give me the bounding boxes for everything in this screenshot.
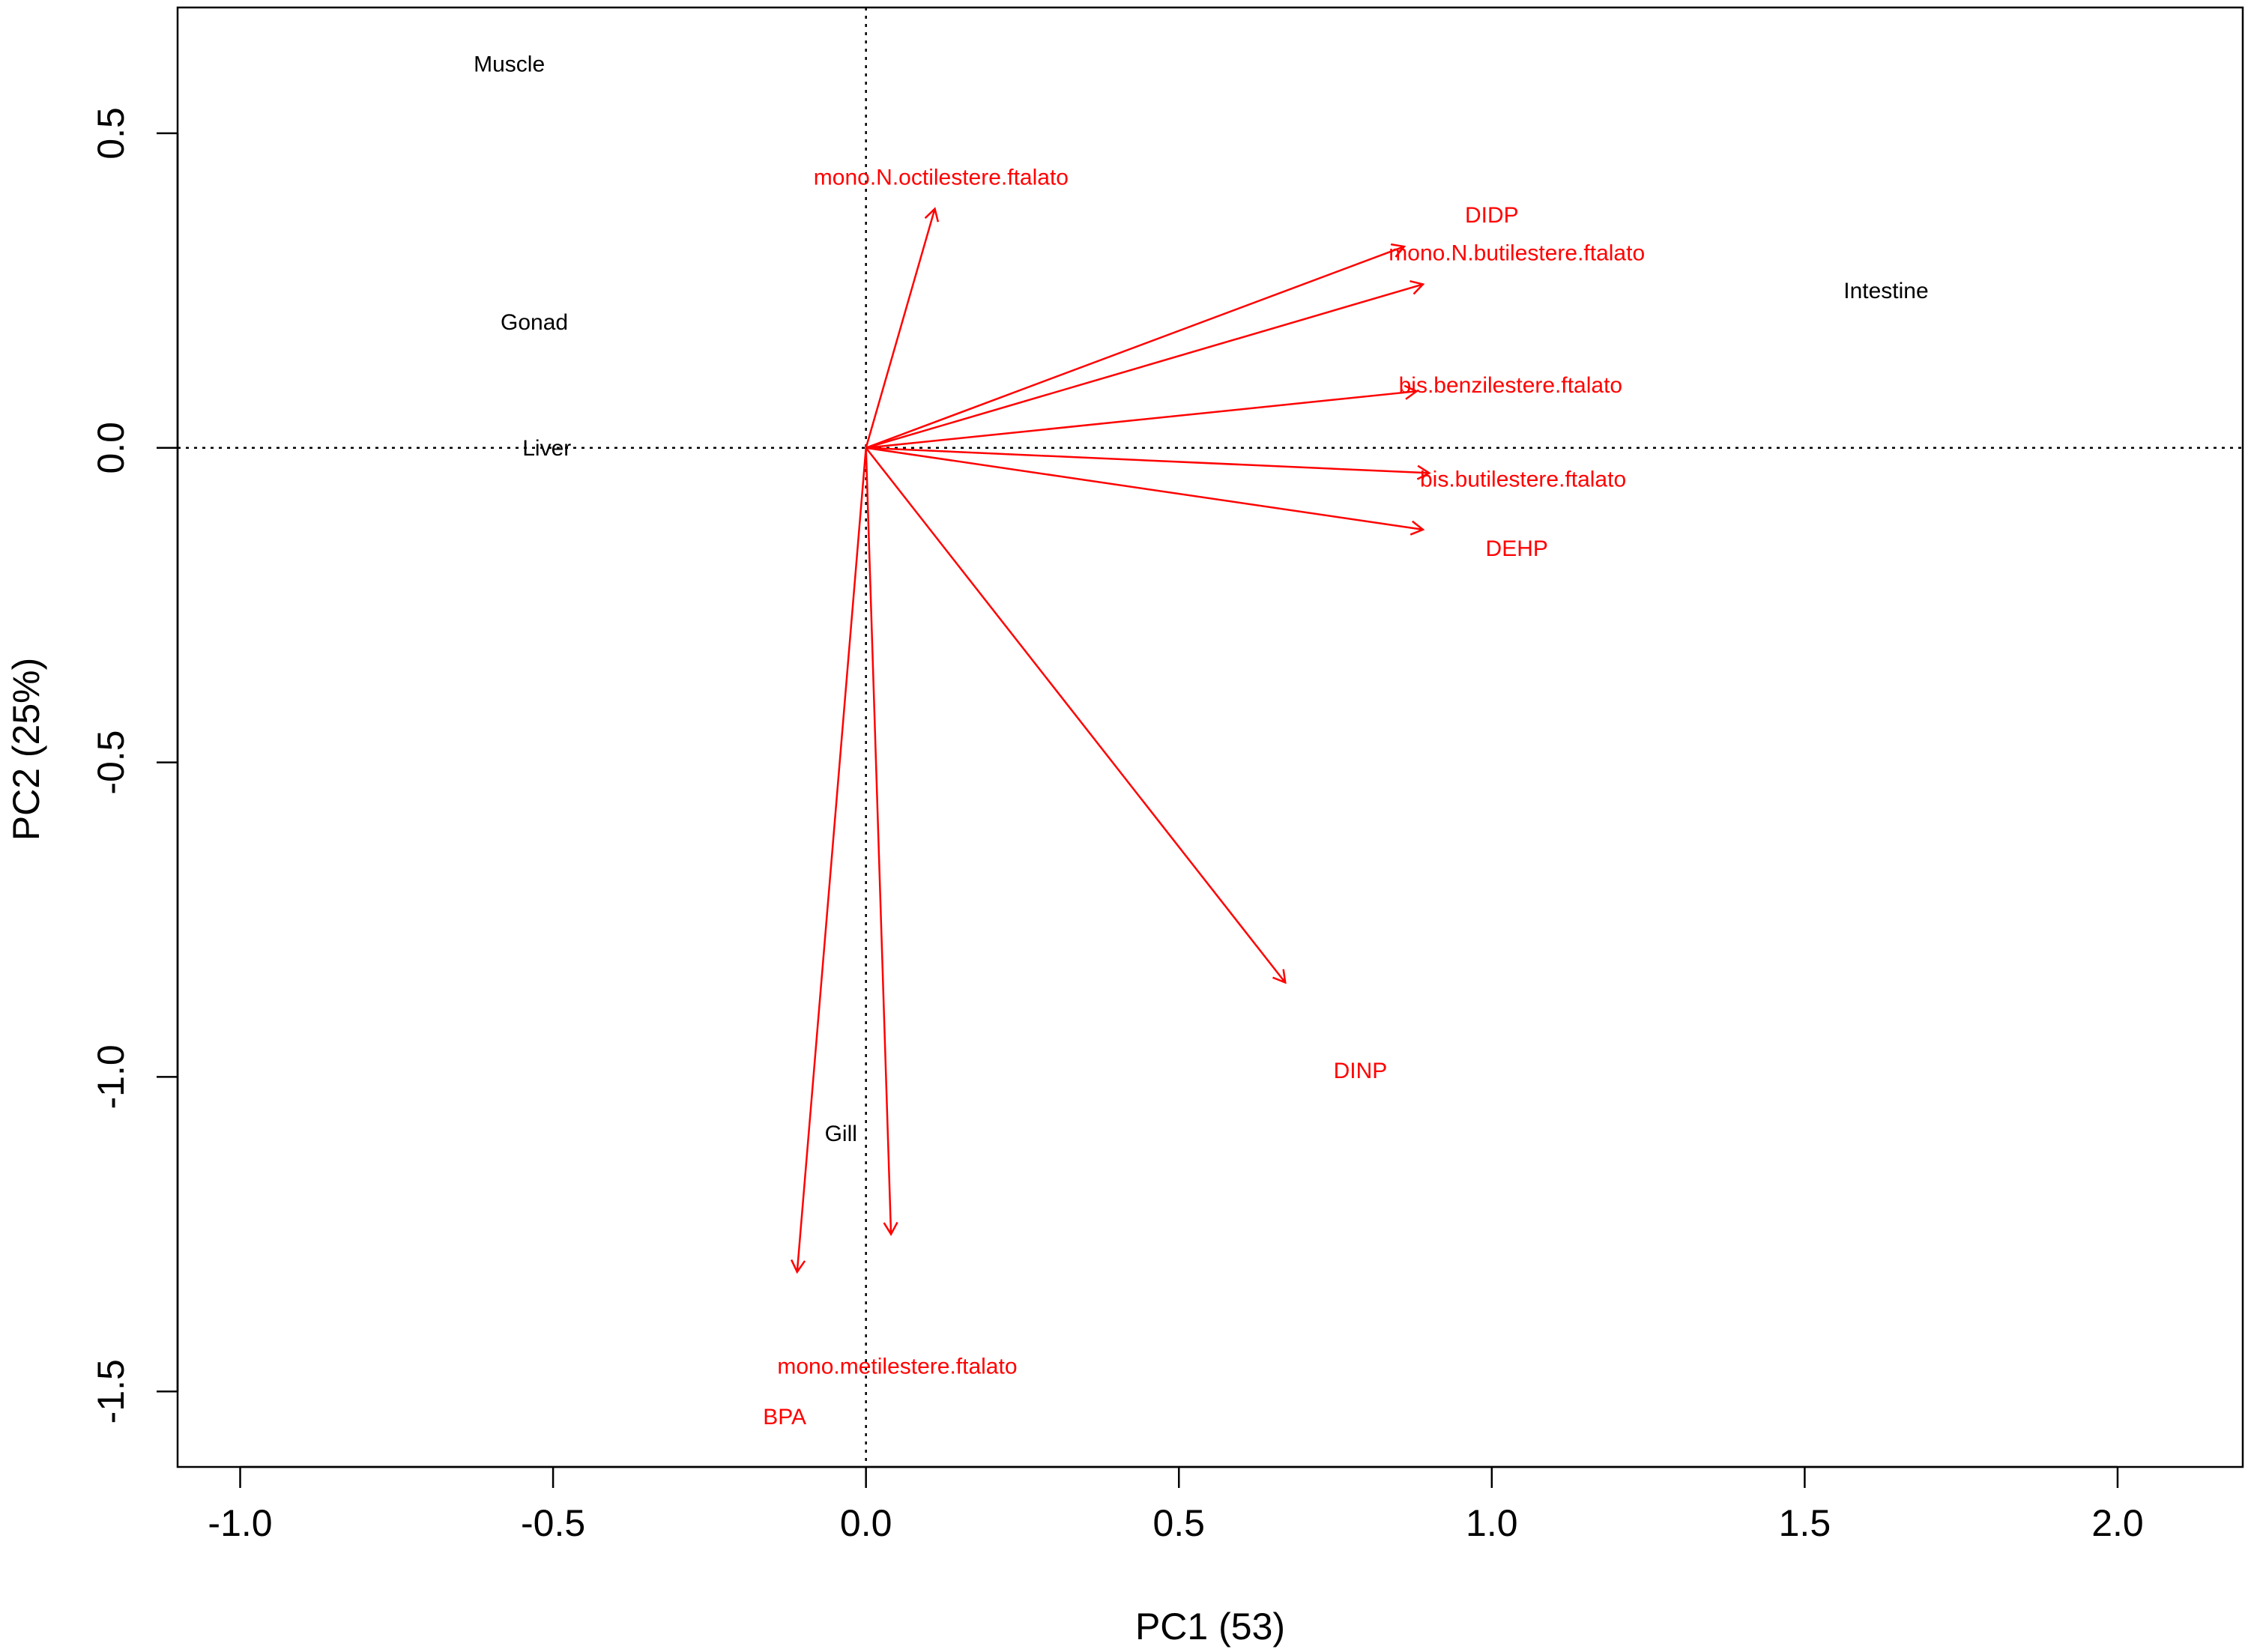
reference-lines [178, 7, 2243, 1467]
variable-label-dinp: DINP [1334, 1059, 1388, 1083]
sample-labels: Muscle Gonad Liver Intestine Gill [474, 52, 1929, 1146]
x-axis: -1.0 -0.5 0.0 0.5 1.0 1.5 2.0 [208, 1465, 2144, 1544]
sample-label-muscle: Muscle [474, 52, 545, 77]
x-axis-title: PC1 (53) [1135, 1606, 1285, 1648]
sample-label-liver: Liver [522, 436, 571, 461]
arrow-didp [865, 243, 1406, 449]
x-tick-label: 1.0 [1466, 1502, 1518, 1544]
variable-label-bpa: BPA [763, 1405, 806, 1429]
variable-label-bis-benzilestere-ftalato: bis.benzilestere.ftalato [1399, 373, 1623, 398]
sample-label-gonad: Gonad [501, 310, 568, 335]
y-tick-label: -1.5 [90, 1359, 132, 1423]
y-tick-label: -1.0 [90, 1044, 132, 1109]
y-axis: 0.5 0.0 -0.5 -1.0 -1.5 [90, 107, 179, 1423]
arrow-mono-metilestere-ftalato [865, 447, 898, 1236]
arrow-dehp [865, 447, 1425, 536]
y-axis-title: PC2 (25%) [5, 658, 47, 841]
variable-label-didp: DIDP [1465, 203, 1519, 228]
x-tick-label: 0.5 [1152, 1502, 1205, 1544]
sample-label-intestine: Intestine [1843, 279, 1928, 303]
y-tick-label: -0.5 [90, 730, 132, 795]
x-tick-label: 0.0 [840, 1502, 892, 1544]
variable-label-mono-metilestere-ftalato: mono.metilestere.ftalato [777, 1355, 1017, 1379]
arrow-dinp [865, 447, 1287, 984]
arrow-bis-benzilestere-ftalato [865, 384, 1419, 450]
arrow-bpa [790, 447, 867, 1274]
variable-label-dehp: DEHP [1486, 536, 1548, 561]
variable-arrows [790, 207, 1431, 1274]
arrow-bis-butilestere-ftalato [865, 447, 1431, 480]
variable-labels: mono.N.octilestere.ftalato DIDP mono.N.but… [763, 166, 1645, 1429]
x-tick-label: 1.5 [1779, 1502, 1831, 1544]
variable-label-bis-butilestere-ftalato: bis.butilestere.ftalato [1420, 468, 1626, 492]
variable-label-mono-n-butilestere-ftalato: mono.N.butilestere.ftalato [1389, 240, 1645, 265]
y-tick-label: 0.0 [90, 422, 132, 474]
x-tick-label: 2.0 [2091, 1502, 2144, 1544]
x-tick-label: -1.0 [208, 1502, 272, 1544]
x-tick-label: -0.5 [521, 1502, 585, 1544]
sample-label-gill: Gill [825, 1122, 857, 1146]
variable-label-mono-n-octilestere-ftalato: mono.N.octilestere.ftalato [814, 166, 1069, 190]
arrow-mono-n-octilestere-ftalato [865, 207, 940, 449]
y-tick-label: 0.5 [90, 107, 132, 160]
arrow-mono-n-butilestere-ftalato [865, 279, 1425, 449]
